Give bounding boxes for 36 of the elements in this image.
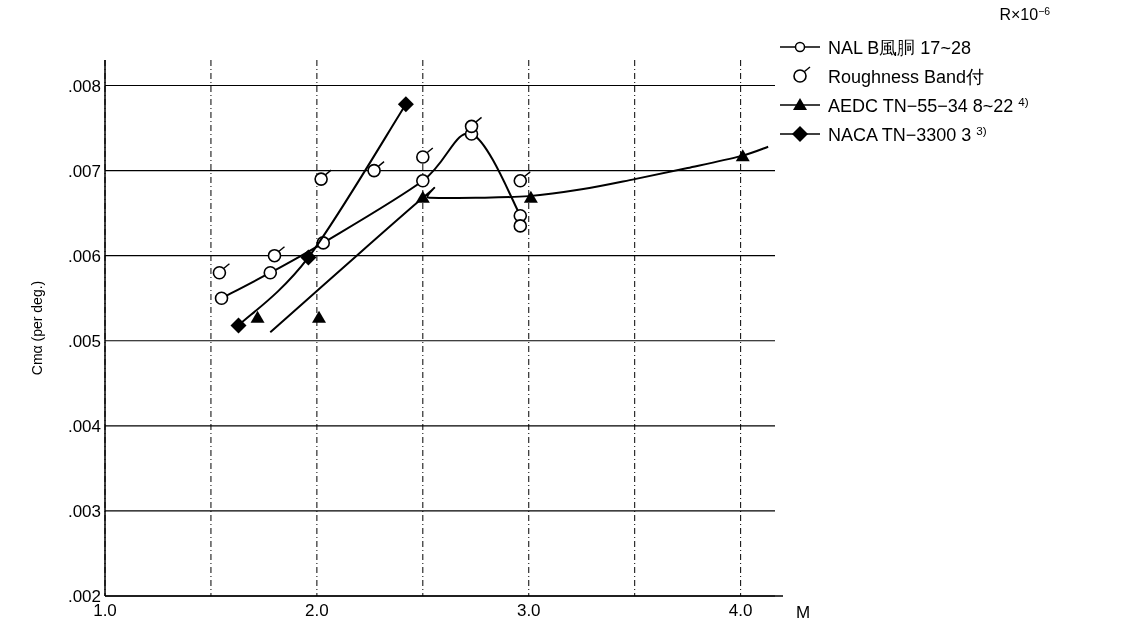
y-tick-label: .005 — [67, 331, 101, 351]
x-tick-label: 4.0 — [728, 601, 753, 619]
point — [397, 96, 414, 113]
point — [267, 248, 282, 263]
y-tick-label: .004 — [67, 416, 101, 436]
point — [214, 291, 229, 306]
y-tick-label: .008 — [67, 76, 101, 96]
legend-label: NAL B風胴 17~28 — [828, 38, 971, 58]
legend-label: Roughness Band付 — [828, 67, 985, 87]
legend-label: NACA TN−3300 3 $^{3)}$ — [828, 123, 987, 145]
point — [513, 174, 528, 188]
x-tick-label: 3.0 — [516, 601, 541, 619]
y-axis-title: Cmα (per deg.) — [29, 280, 45, 376]
point — [416, 150, 430, 164]
point — [523, 190, 538, 203]
point — [263, 265, 278, 280]
legend-title: R×10$^{−6}$ — [999, 5, 1051, 23]
x-tick-label: 2.0 — [305, 601, 329, 619]
x-tick-label: 1.0 — [93, 601, 117, 619]
point — [250, 310, 265, 323]
point — [212, 265, 227, 280]
point — [300, 249, 317, 266]
x-axis-title: M — [795, 603, 811, 619]
point — [314, 172, 328, 186]
point — [311, 310, 326, 323]
point — [415, 190, 430, 203]
point — [735, 149, 750, 162]
y-tick-label: .006 — [67, 246, 101, 266]
y-tick-label: .007 — [67, 161, 101, 181]
point — [416, 174, 430, 188]
y-tick-label: .003 — [67, 501, 101, 521]
point — [230, 317, 247, 334]
point — [464, 119, 479, 134]
point — [513, 219, 528, 233]
legend-label: AEDC TN−55−34 8~22 $^{4)}$ — [828, 94, 1029, 116]
point — [367, 163, 381, 178]
